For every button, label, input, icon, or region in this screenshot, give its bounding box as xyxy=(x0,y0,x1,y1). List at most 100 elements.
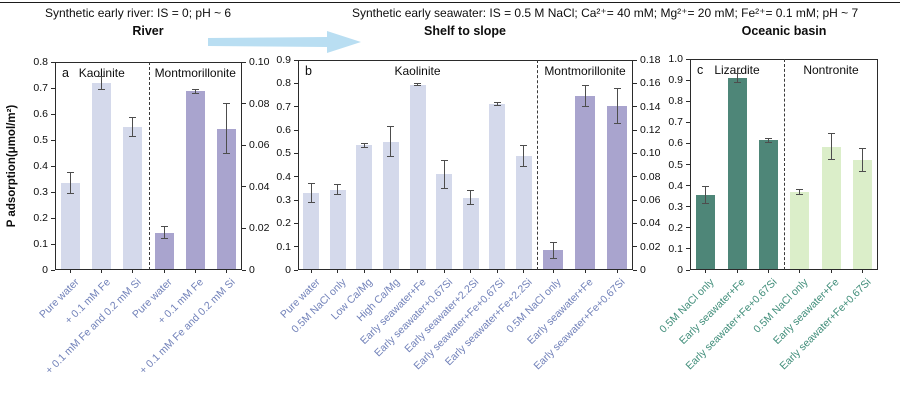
error-bar-cap xyxy=(796,193,804,195)
y-axis-tick xyxy=(633,269,637,271)
y-axis-tick xyxy=(242,103,246,105)
error-bar-cap xyxy=(307,183,315,185)
y-tick-label: 0.4 xyxy=(276,170,291,183)
y-axis-tick xyxy=(51,139,55,141)
y-tick-label: 0.5 xyxy=(668,158,683,171)
header-seawater-condition: Synthetic early seawater: IS = 0.5 M NaC… xyxy=(352,6,859,20)
error-bar xyxy=(736,73,738,83)
error-bar xyxy=(225,103,227,154)
error-bar-cap xyxy=(733,73,741,75)
x-axis-tick xyxy=(705,270,707,273)
y-tick-label: 0.06 xyxy=(640,194,661,206)
y-axis-tick xyxy=(51,87,55,89)
y-tick-label: 0 xyxy=(42,264,48,276)
x-axis-tick xyxy=(417,270,418,273)
error-bar-cap xyxy=(191,92,199,94)
x-axis-tick xyxy=(163,270,165,273)
error-bar-cap xyxy=(67,192,75,194)
error-bar-cap xyxy=(796,189,804,191)
bar xyxy=(758,140,778,269)
y-tick-label: 0.18 xyxy=(640,54,661,66)
error-bar-cap xyxy=(222,153,230,155)
y-axis-tick xyxy=(294,176,298,178)
error-bar-cap xyxy=(440,159,448,161)
x-axis-tick xyxy=(337,270,339,273)
y-tick-label: 0 xyxy=(640,264,646,276)
error-bar-cap xyxy=(129,116,137,118)
y-axis-tick xyxy=(633,59,637,61)
x-axis-tick xyxy=(736,270,738,273)
y-tick-label: 0.02 xyxy=(640,240,661,253)
flow-arrow-icon xyxy=(208,31,361,53)
x-axis-tick xyxy=(616,270,618,273)
section-label: Montmorillonite xyxy=(544,64,626,78)
y-tick-label: 0.1 xyxy=(276,240,291,253)
error-bar-cap xyxy=(493,105,501,107)
y-tick-label: 0.06 xyxy=(249,139,270,152)
bar xyxy=(329,189,346,269)
error-bar xyxy=(132,117,134,137)
y-tick-label: 0 xyxy=(285,264,291,276)
x-axis-tick xyxy=(799,270,801,273)
error-bar-cap xyxy=(858,148,866,150)
error-bar-cap xyxy=(733,81,741,83)
error-bar-cap xyxy=(764,137,772,139)
panel-c-title: Oceanic basin xyxy=(741,24,827,38)
error-bar xyxy=(830,133,832,160)
error-bar-cap xyxy=(307,201,315,203)
x-axis-tick xyxy=(101,270,103,273)
bar xyxy=(409,84,426,269)
error-bar-cap xyxy=(613,122,621,124)
x-axis-tick xyxy=(496,270,498,273)
y-axis-tick xyxy=(686,142,690,144)
error-bar xyxy=(443,160,445,189)
error-bar-cap xyxy=(493,102,501,104)
x-axis-tick xyxy=(70,270,72,273)
panel-b-title: Shelf to slope xyxy=(424,24,506,38)
y-tick-label: 0.4 xyxy=(33,160,48,172)
error-bar-cap xyxy=(98,75,106,77)
y-axis-tick xyxy=(633,176,637,178)
y-tick-label: 0.6 xyxy=(668,137,683,150)
y-axis-tick xyxy=(633,106,637,108)
y-axis-tick xyxy=(686,58,690,60)
error-bar-cap xyxy=(98,88,106,90)
section-label: Montmorillonite xyxy=(154,66,236,80)
bar xyxy=(216,128,236,269)
y-axis-tick xyxy=(633,82,637,84)
error-bar xyxy=(496,102,498,106)
section-divider xyxy=(784,59,785,270)
error-bar-cap xyxy=(191,88,199,90)
error-bar xyxy=(616,88,618,123)
panel-b-plot-area xyxy=(298,60,633,270)
panel-letter-a: a xyxy=(62,66,69,80)
y-tick-label: 0.8 xyxy=(33,56,48,68)
error-bar xyxy=(163,226,165,239)
y-tick-label: 0.1 xyxy=(668,242,683,255)
x-axis-tick xyxy=(470,270,472,273)
error-bar-cap xyxy=(702,203,710,205)
error-bar-cap xyxy=(581,106,589,108)
error-bar-cap xyxy=(520,165,528,167)
y-tick-label: 0.2 xyxy=(668,221,683,234)
x-axis-tick xyxy=(363,270,365,273)
section-divider xyxy=(537,60,538,270)
error-bar-cap xyxy=(387,156,395,158)
error-bar-cap xyxy=(222,103,230,105)
error-bar-cap xyxy=(334,193,342,195)
bar xyxy=(543,250,563,269)
y-axis-tick xyxy=(633,152,637,154)
error-bar-cap xyxy=(414,82,421,84)
bar xyxy=(821,146,841,269)
error-bar xyxy=(101,76,103,90)
x-axis-tick xyxy=(767,270,769,273)
error-bar-cap xyxy=(581,85,589,87)
error-bar-cap xyxy=(520,144,528,146)
error-bar-cap xyxy=(827,158,835,160)
bar xyxy=(303,193,320,269)
y-axis-tick xyxy=(242,186,246,188)
bar xyxy=(575,96,595,269)
y-tick-label: 0.3 xyxy=(668,200,683,213)
y-axis-tick xyxy=(51,165,55,167)
